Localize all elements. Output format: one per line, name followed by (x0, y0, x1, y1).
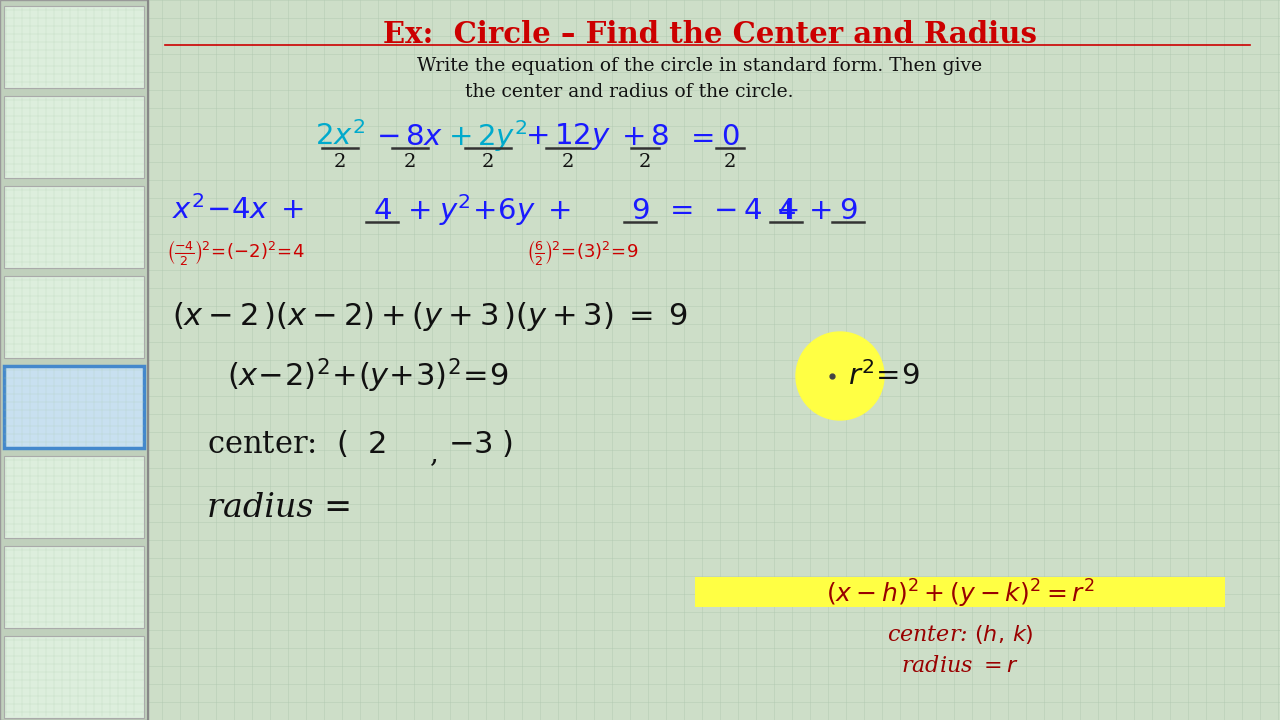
Text: $(x - 2\,)(x - 2) + (y + 3\,)(y+3)\;=\;9$: $(x - 2\,)(x - 2) + (y + 3\,)(y+3)\;=\;9… (172, 300, 687, 333)
Text: $0$: $0$ (721, 122, 740, 150)
Text: $r^2\!=\!9$: $r^2\!=\!9$ (849, 361, 920, 391)
Text: center:  $($  $2$: center: $($ $2$ (207, 428, 387, 459)
Text: radius =: radius = (207, 492, 352, 524)
Text: $+\,8$: $+\,8$ (621, 122, 669, 150)
Text: Write the equation of the circle in standard form. Then give: Write the equation of the circle in stan… (417, 57, 983, 75)
Text: $x^2\!-\!4x\;+$: $x^2\!-\!4x\;+$ (172, 195, 305, 225)
FancyBboxPatch shape (0, 0, 148, 720)
Text: Ex:  Circle – Find the Center and Radius: Ex: Circle – Find the Center and Radius (383, 19, 1037, 48)
FancyBboxPatch shape (4, 636, 143, 718)
FancyBboxPatch shape (4, 186, 143, 268)
Text: $9$: $9$ (838, 196, 858, 225)
Text: 2: 2 (334, 153, 346, 171)
Text: $4$: $4$ (777, 196, 795, 225)
FancyBboxPatch shape (4, 276, 143, 358)
Text: $4$: $4$ (372, 196, 392, 225)
Text: 2: 2 (403, 153, 416, 171)
FancyBboxPatch shape (4, 546, 143, 628)
Text: $=$: $=$ (686, 122, 714, 150)
Text: $+\,2y^2$: $+\,2y^2$ (448, 118, 527, 154)
Text: center: $(h,\,k)$: center: $(h,\,k)$ (887, 623, 1033, 646)
Text: $-\,8x$: $-\,8x$ (376, 122, 444, 150)
Text: $(x - h)^2 + (y - k)^2 = r^2$: $(x - h)^2 + (y - k)^2 = r^2$ (826, 578, 1094, 610)
FancyBboxPatch shape (4, 6, 143, 88)
FancyBboxPatch shape (4, 456, 143, 538)
Text: 2: 2 (562, 153, 575, 171)
Text: $+\,12y$: $+\,12y$ (525, 120, 611, 151)
Text: $9$: $9$ (631, 196, 649, 225)
Text: 2: 2 (639, 153, 652, 171)
Text: $(x\!-\!2)^2\!+\!(y\!+\!3)^2\!=\!9$: $(x\!-\!2)^2\!+\!(y\!+\!3)^2\!=\!9$ (227, 356, 508, 395)
Text: $+\;y^2\!+\!6y\;+$: $+\;y^2\!+\!6y\;+$ (407, 192, 571, 228)
Circle shape (796, 332, 884, 420)
Text: $2x^2$: $2x^2$ (315, 121, 365, 151)
Text: the center and radius of the circle.: the center and radius of the circle. (465, 83, 794, 101)
Text: $\!\left(\frac{6}{2}\right)^{\!2}\!=\!(3)^2\!=\!9$: $\!\left(\frac{6}{2}\right)^{\!2}\!=\!(3… (529, 238, 639, 266)
Text: 2: 2 (481, 153, 494, 171)
FancyBboxPatch shape (4, 96, 143, 178)
Text: $+$: $+$ (808, 196, 832, 225)
FancyBboxPatch shape (4, 366, 143, 448)
Text: $\!\left(\frac{-4}{2}\right)^{\!2}\!=\!(-2)^2\!=\!4$: $\!\left(\frac{-4}{2}\right)^{\!2}\!=\!(… (168, 238, 305, 266)
Text: $-3\;)$: $-3\;)$ (448, 428, 512, 459)
Text: 2: 2 (723, 153, 736, 171)
Text: ,: , (430, 441, 439, 467)
Text: $=\;-4\;+$: $=\;-4\;+$ (664, 196, 799, 225)
FancyBboxPatch shape (695, 577, 1225, 607)
Text: radius $= r$: radius $= r$ (901, 655, 1019, 677)
